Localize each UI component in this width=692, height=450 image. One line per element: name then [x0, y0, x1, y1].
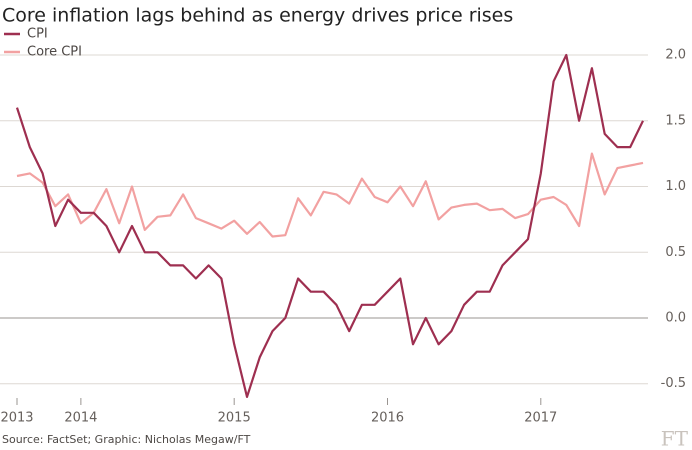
series-line: [16, 152, 644, 238]
chart-title: Core inflation lags behind as energy dri…: [2, 5, 513, 27]
x-tick-label: 2014: [64, 411, 97, 426]
series-line: [15, 53, 644, 398]
y-tick-label: 1.5: [665, 113, 686, 128]
x-tick-label: 2015: [218, 411, 251, 426]
legend-label: CPI: [27, 27, 48, 42]
x-tick-label: 2016: [371, 411, 404, 426]
logo: FT: [661, 427, 689, 450]
legend-label: Core CPI: [27, 45, 82, 60]
source: Source: FactSet; Graphic: Nicholas Megaw…: [2, 433, 251, 446]
y-tick-label: -0.5: [661, 376, 686, 391]
y-tick-label: 2.0: [665, 48, 686, 63]
x-tick-label: 2013: [0, 411, 33, 426]
y-tick-label: 0.5: [665, 245, 686, 260]
y-tick-label: 0.0: [665, 310, 686, 325]
y-tick-label: 1.0: [665, 179, 686, 194]
x-tick-label: 2017: [524, 411, 557, 426]
